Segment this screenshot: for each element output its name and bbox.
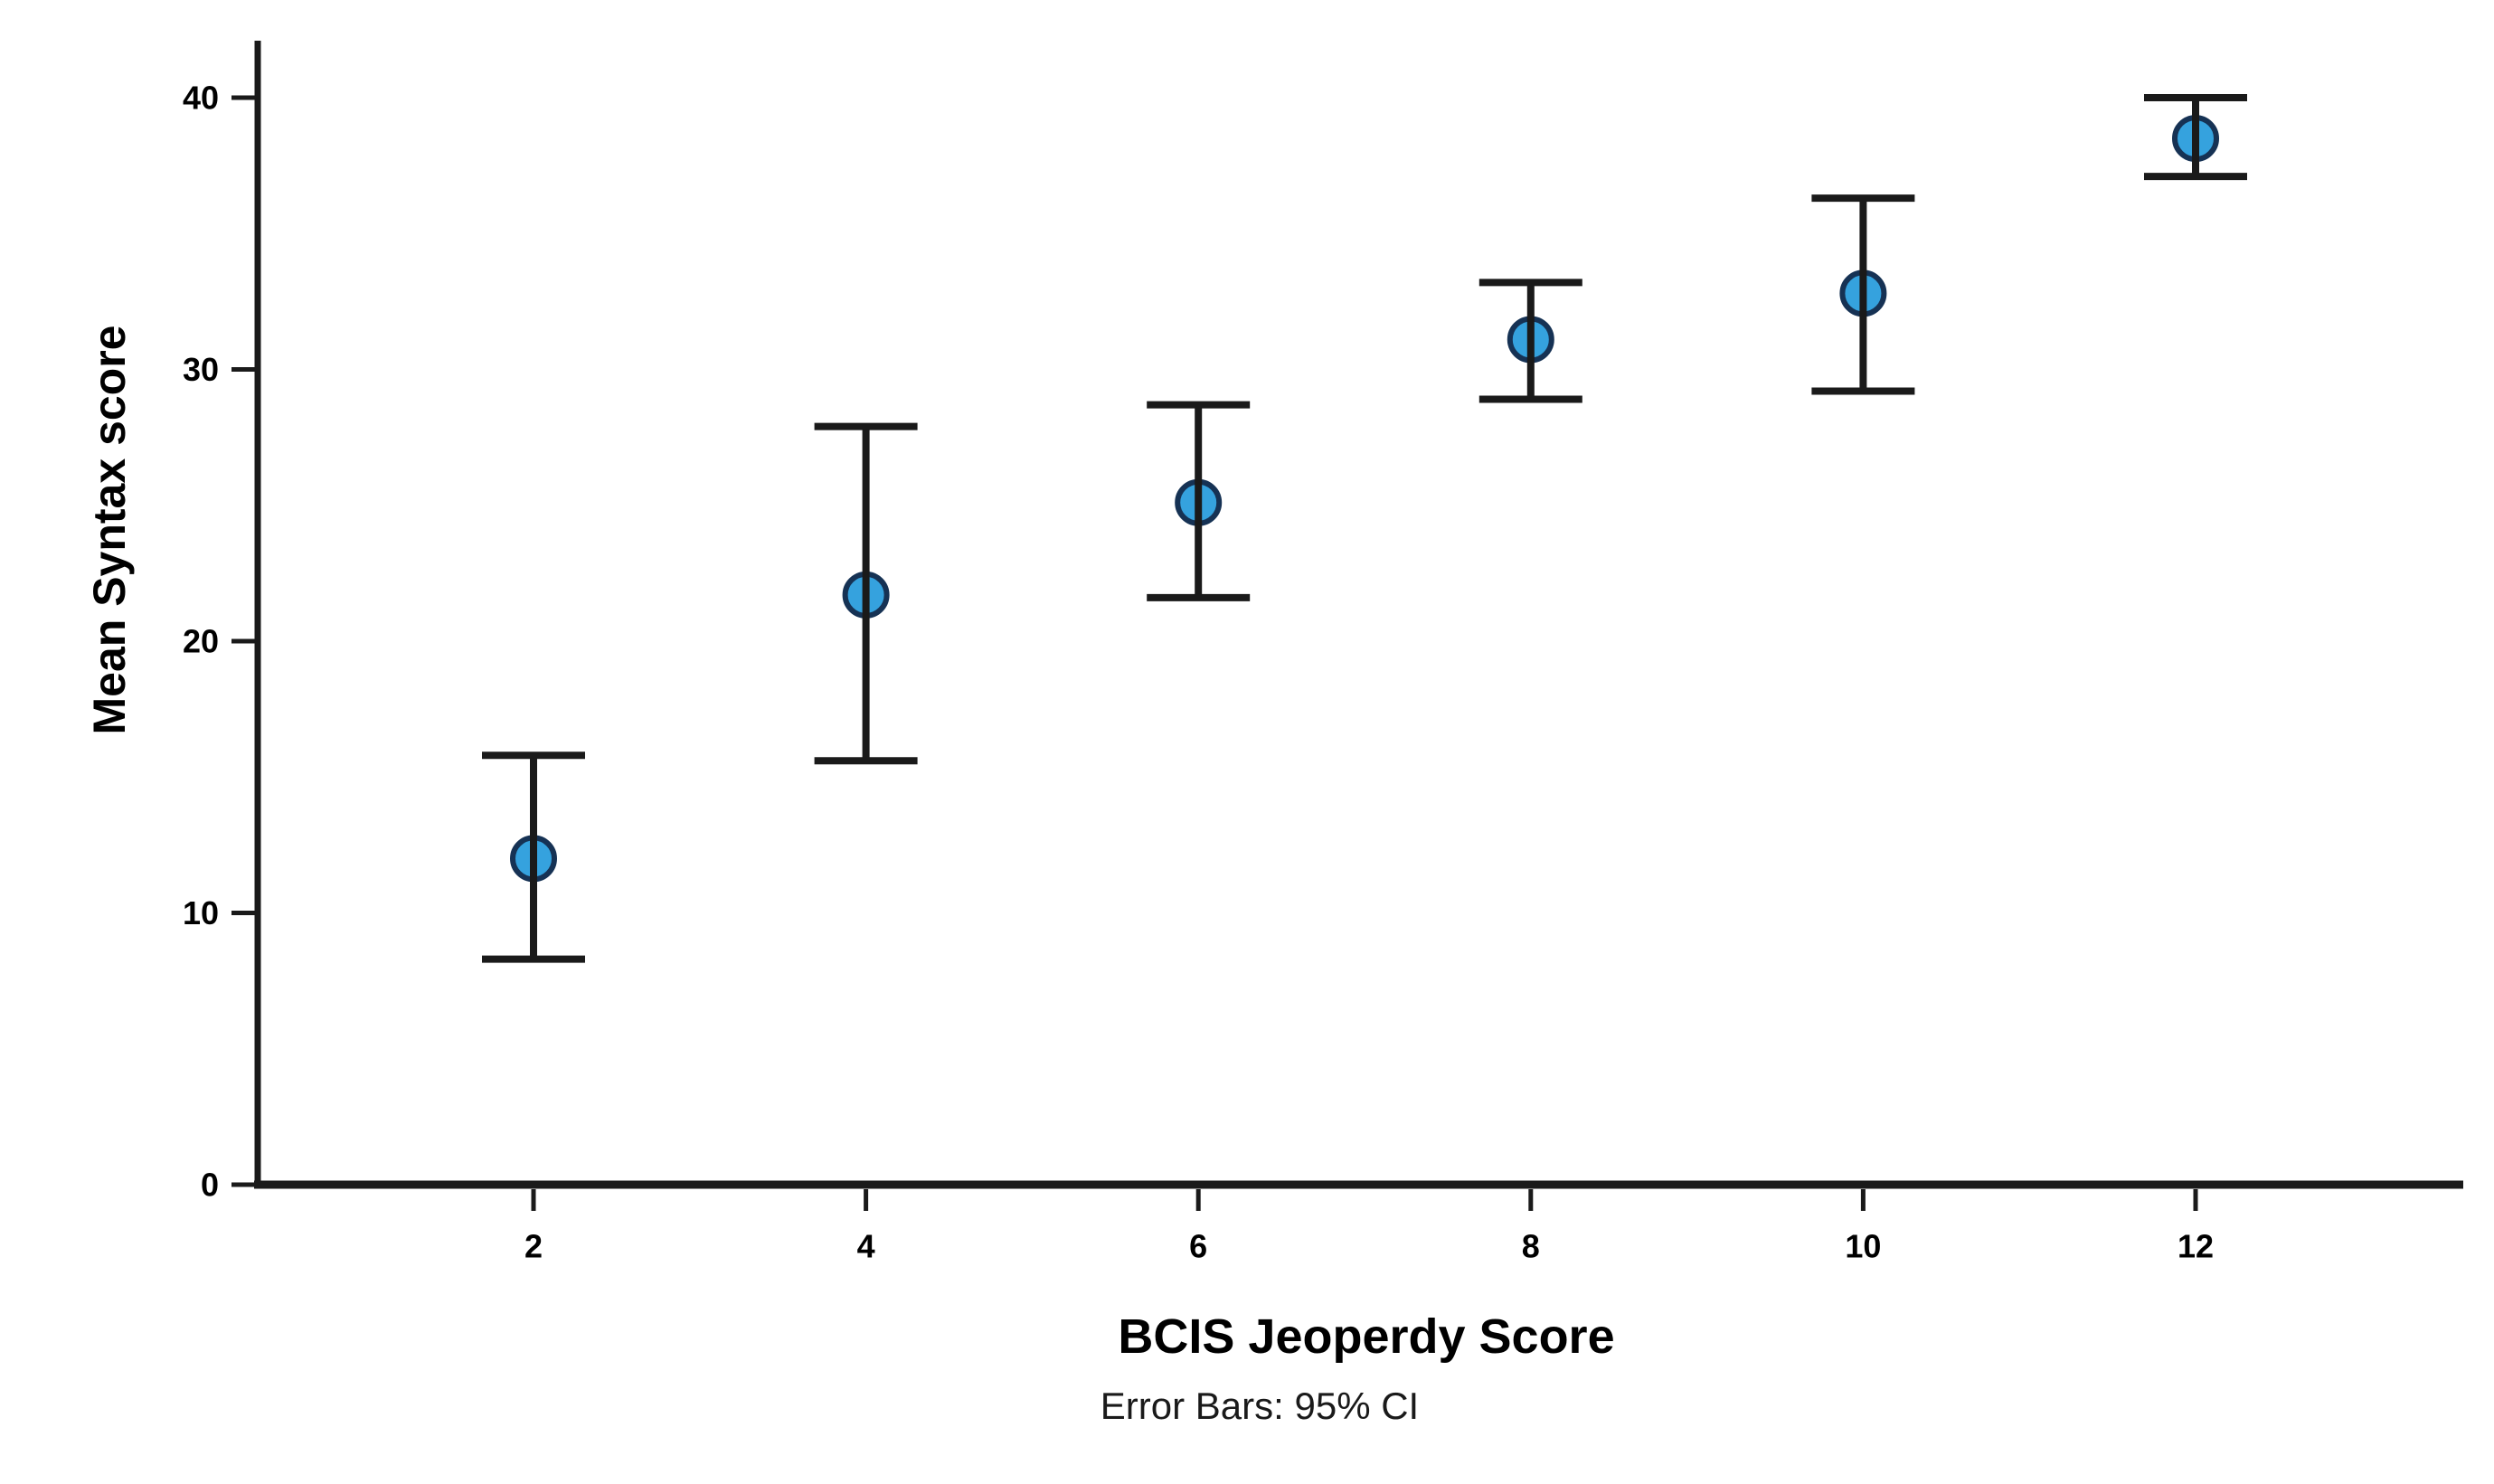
y-tick-label: 40 [183,80,219,117]
x-tick-label: 2 [524,1228,543,1265]
y-tick-label: 10 [183,894,219,931]
y-tick-label: 0 [201,1167,219,1204]
y-tick-label: 30 [183,351,219,388]
x-axis-title: BCIS Jeoperdy Score [1118,1309,1615,1364]
error-bars-footnote: Error Bars: 95% CI [1100,1385,1420,1427]
x-tick-label: 6 [1189,1228,1207,1265]
x-tick-label: 10 [1845,1228,1881,1265]
x-tick-label: 4 [857,1228,875,1265]
y-tick-label: 20 [183,623,219,660]
x-tick-label: 8 [1522,1228,1540,1265]
x-tick-label: 12 [2178,1228,2214,1265]
y-axis-title: Mean Syntax score [84,325,135,735]
